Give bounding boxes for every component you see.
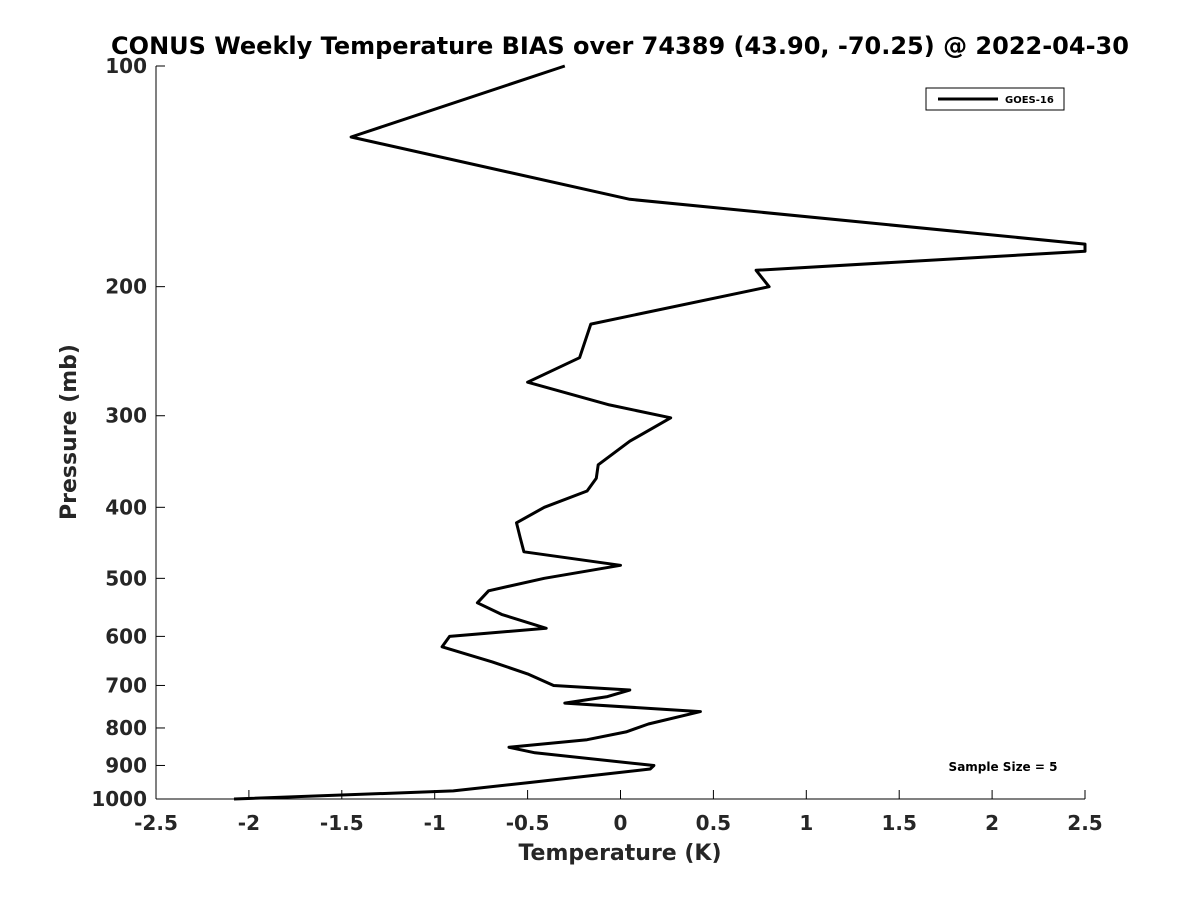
- x-axis-ticks: -2.5 -2 -1.5 -1 -0.5 0 0.5 1 1.5 2 2.5: [134, 790, 1103, 835]
- x-tick-label: 0.5: [696, 811, 731, 835]
- x-axis-label: Temperature (K): [518, 841, 721, 866]
- x-tick-label: -2.5: [134, 811, 178, 835]
- x-tick-label: 2: [985, 811, 999, 835]
- y-tick-label: 800: [105, 716, 147, 740]
- legend: GOES-16: [925, 87, 1065, 111]
- y-axis-ticks: 100 200 300 400 500 600 700 800 900 1000: [91, 54, 165, 811]
- x-tick-label: -1.5: [320, 811, 364, 835]
- x-tick-label: -2: [238, 811, 260, 835]
- y-tick-label: 100: [105, 54, 147, 78]
- x-tick-label: -1: [424, 811, 446, 835]
- y-tick-label: 300: [105, 404, 147, 428]
- y-axis-label: Pressure (mb): [57, 344, 82, 520]
- series-line-goes-16: [233, 64, 1087, 801]
- x-tick-label: 1: [799, 811, 813, 835]
- x-tick-label: 0: [614, 811, 628, 835]
- x-tick-label: 2.5: [1067, 811, 1102, 835]
- chart-title: CONUS Weekly Temperature BIAS over 74389…: [111, 32, 1129, 60]
- y-tick-label: 1000: [91, 787, 147, 811]
- y-tick-label: 700: [105, 673, 147, 697]
- y-tick-label: 200: [105, 275, 147, 299]
- x-tick-label: 1.5: [881, 811, 916, 835]
- y-tick-label: 400: [105, 495, 147, 519]
- y-tick-label: 900: [105, 753, 147, 777]
- y-tick-label: 500: [105, 566, 147, 590]
- x-tick-label: -0.5: [506, 811, 550, 835]
- axes: [155, 66, 1085, 800]
- legend-label-goes-16: GOES-16: [1005, 95, 1054, 106]
- sample-size-annotation: Sample Size = 5: [949, 760, 1058, 774]
- y-tick-label: 600: [105, 624, 147, 648]
